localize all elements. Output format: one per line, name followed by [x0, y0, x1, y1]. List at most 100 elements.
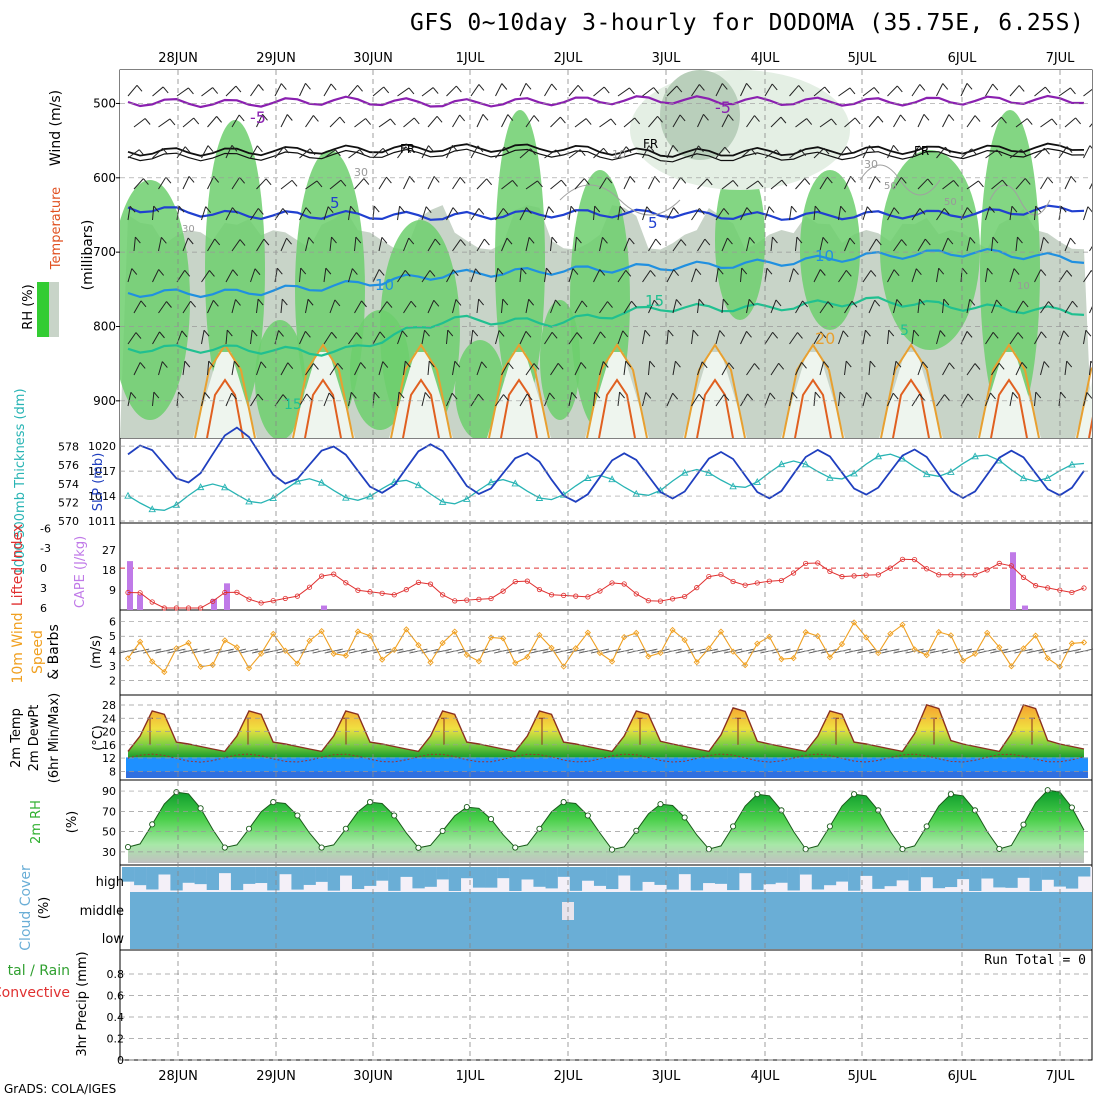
rh-area [128, 790, 1084, 863]
barb-flag [947, 237, 954, 245]
barb [250, 208, 259, 221]
contour-label: 30 [354, 166, 368, 179]
barb [152, 392, 155, 407]
li-marker [972, 572, 978, 578]
barb [323, 206, 329, 221]
li-marker [1045, 585, 1051, 591]
barb [127, 206, 131, 221]
wind-speed-marker [185, 639, 192, 647]
barb-flag [408, 87, 415, 95]
contour-label: FR [643, 137, 658, 151]
wind-speed-marker [863, 634, 870, 641]
barb-flag [530, 148, 536, 156]
wind-label-c: & Barbs [46, 624, 62, 680]
cape-bar [127, 561, 133, 610]
barb [397, 146, 407, 159]
barb [1015, 178, 1026, 190]
temp-label-b: 2m DewPt [27, 705, 42, 772]
barb [936, 268, 940, 283]
cloud-high-bar [351, 867, 365, 890]
barb-flag [498, 330, 505, 337]
li-marker [440, 592, 446, 598]
barb [421, 392, 426, 407]
wind-speed-marker [996, 644, 1003, 651]
barb [421, 87, 434, 97]
ua-ytick: 800 [93, 319, 116, 333]
barb-flag [675, 360, 681, 368]
barb [672, 361, 676, 376]
barb-flag [704, 238, 711, 246]
bottom-date-label: 5JUL [848, 1069, 878, 1084]
contour-label: 10 [612, 148, 626, 161]
li-marker [936, 572, 942, 578]
thickness-marker [705, 468, 713, 476]
barb [127, 149, 140, 159]
barb-flag [452, 207, 459, 214]
bottom-date-label: 29JUN [256, 1069, 296, 1084]
bottom-date-label: 6JUL [948, 1069, 978, 1084]
barb-flag [602, 361, 609, 368]
barb-flag [625, 360, 632, 368]
barb [403, 361, 406, 376]
wind-speed-marker [935, 628, 942, 636]
li-marker [258, 600, 264, 606]
rh2m-label: 2m RH [29, 800, 44, 844]
temp-line [127, 703, 1085, 753]
cloud-high-bar [230, 867, 244, 891]
barb-flag [413, 117, 420, 125]
barb-flag [360, 362, 367, 369]
barb [372, 147, 384, 159]
li-marker [742, 582, 748, 588]
wind-speed-marker [209, 661, 216, 669]
wind-speed-marker [572, 645, 579, 652]
barb [838, 87, 851, 97]
barb-flag [888, 329, 895, 337]
barb [721, 237, 728, 252]
barb [1040, 361, 1045, 376]
thickness-marker [801, 460, 810, 468]
barb-flag [477, 145, 484, 153]
barb-flag [291, 180, 298, 187]
wind-speed-marker [742, 661, 749, 669]
barb-flag [188, 87, 194, 95]
wind-barb [397, 648, 416, 654]
barb [666, 330, 669, 345]
barb-flag [526, 393, 533, 401]
li-marker [548, 592, 555, 598]
barb-flag [503, 394, 509, 401]
barb [329, 299, 336, 314]
barb [127, 84, 138, 97]
barb [452, 239, 461, 252]
barb [201, 270, 210, 283]
barb [446, 145, 453, 159]
barb [574, 362, 582, 376]
cloud-high-bar [896, 867, 909, 881]
barb [158, 118, 171, 128]
rh-marker [754, 791, 761, 798]
li-marker [379, 590, 385, 596]
barb-flag [507, 362, 514, 370]
barb-flag [646, 206, 653, 213]
barb [299, 331, 306, 345]
barb-flag [560, 179, 567, 187]
barb-flag [723, 208, 730, 215]
barb-flag [819, 269, 826, 276]
barb [960, 83, 968, 97]
li-marker [694, 585, 700, 591]
barb-flag [1095, 87, 1100, 93]
temp-contour-20 [1076, 366, 1092, 438]
barb-flag [603, 147, 609, 155]
barb [158, 301, 167, 314]
barb-flag [875, 238, 882, 246]
barb [1009, 392, 1014, 407]
dry-cone [193, 352, 257, 438]
barb [133, 118, 146, 128]
barb-flag [161, 361, 168, 368]
barb-flag [557, 362, 564, 370]
cloud-high-bar [509, 867, 522, 891]
dry-cone [879, 352, 943, 438]
barb-flag [235, 85, 242, 93]
wind-speed-marker [923, 651, 930, 659]
barb [911, 84, 921, 97]
barb [348, 268, 353, 283]
